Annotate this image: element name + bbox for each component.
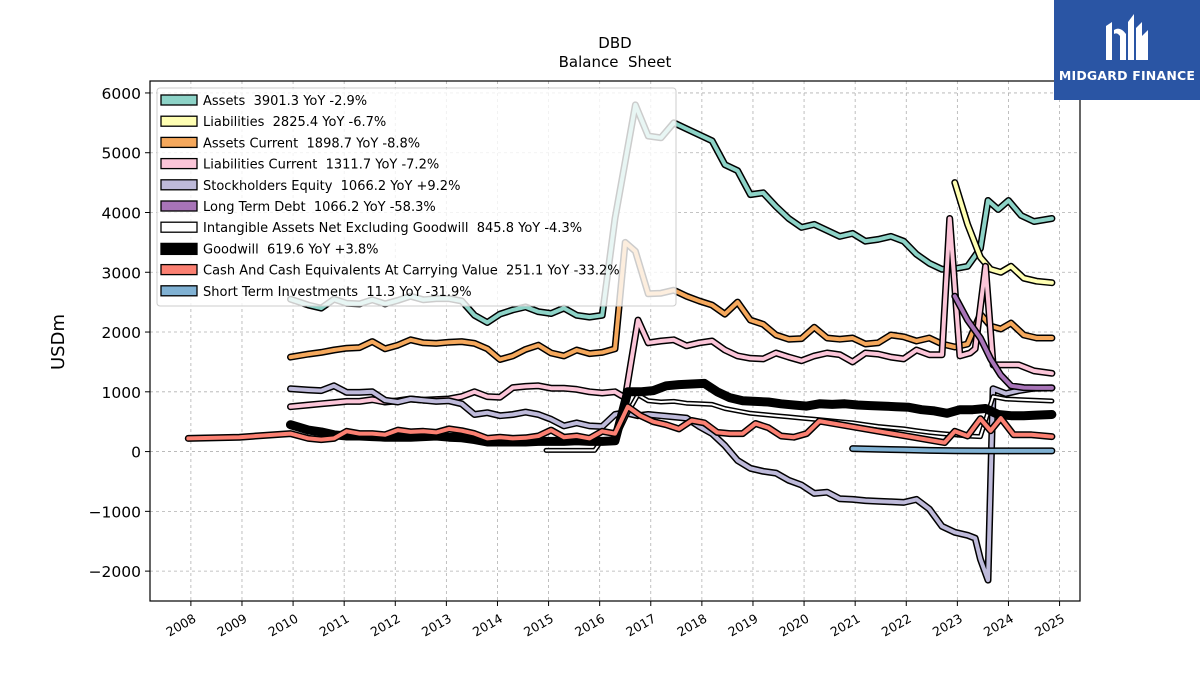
series-line xyxy=(186,404,1054,445)
x-tick-label: 2022 xyxy=(879,611,914,640)
legend-label: Short Term Investments 11.3 YoY -31.9% xyxy=(203,285,472,300)
legend-swatch xyxy=(160,179,198,191)
legend-swatch xyxy=(160,94,198,106)
legend-box xyxy=(156,87,677,307)
legend-label: Liabilities 2825.4 YoY -6.7% xyxy=(203,115,386,130)
legend-swatch xyxy=(160,221,198,233)
series-8 xyxy=(184,403,1056,447)
legend-label: Cash And Cash Equivalents At Carrying Va… xyxy=(203,264,620,279)
legend-label: Liabilities Current 1311.7 YoY -7.2% xyxy=(203,158,439,173)
y-tick-label: −2000 xyxy=(89,563,141,581)
x-tick-label: 2012 xyxy=(368,611,403,640)
x-tick-label: 2011 xyxy=(317,611,352,640)
y-tick-label: 1000 xyxy=(102,384,141,402)
x-tick-label: 2019 xyxy=(725,611,760,640)
series-5 xyxy=(951,292,1056,392)
chart-subtitle: Balance Sheet xyxy=(559,53,672,71)
y-tick-label: 3000 xyxy=(102,264,141,282)
x-tick-label: 2025 xyxy=(1032,611,1067,640)
legend-swatch xyxy=(160,136,198,149)
series-line xyxy=(952,294,1054,390)
x-tick-label: 2010 xyxy=(266,611,301,640)
x-tick-label: 2024 xyxy=(981,611,1016,640)
legend-swatch xyxy=(160,157,198,170)
x-tick-label: 2021 xyxy=(828,611,863,640)
series-layer xyxy=(184,101,1057,584)
x-tick-label: 2018 xyxy=(674,611,709,640)
y-tick-label: 5000 xyxy=(102,145,141,163)
x-tick-label: 2009 xyxy=(214,611,249,640)
x-tick-label: 2017 xyxy=(623,611,658,640)
axes: −2000 −1000 0 1000 2000 3000 4000 5000 6000 2008 2… xyxy=(89,85,1067,640)
series-9 xyxy=(849,445,1056,455)
legend-label: Long Term Debt 1066.2 YoY -58.3% xyxy=(203,200,436,215)
legend-swatch xyxy=(160,285,198,297)
y-tick-label: 6000 xyxy=(102,85,141,103)
series-line xyxy=(952,180,1054,285)
x-tick-label: 2008 xyxy=(163,611,198,640)
series-line xyxy=(288,383,1054,583)
series-1 xyxy=(951,179,1056,287)
legend-label: Stockholders Equity 1066.2 YoY +9.2% xyxy=(203,179,460,194)
series-4 xyxy=(287,382,1056,584)
series-7 xyxy=(286,378,1057,447)
legend-label: Goodwill 619.6 YoY +3.8% xyxy=(203,242,378,257)
x-tick-label: 2023 xyxy=(930,611,965,640)
x-tick-label: 2013 xyxy=(419,611,454,640)
y-tick-label: −1000 xyxy=(89,503,141,521)
legend-swatch xyxy=(160,263,198,276)
y-tick-label: 4000 xyxy=(102,204,141,222)
legend-label: Assets 3901.3 YoY -2.9% xyxy=(203,94,367,109)
x-tick-label: 2016 xyxy=(572,611,607,640)
series-line xyxy=(850,446,1054,453)
x-tick-label: 2015 xyxy=(521,611,556,640)
legend-swatch xyxy=(160,200,198,212)
y-axis-label: USDm xyxy=(48,314,69,370)
x-tick-label: 2014 xyxy=(470,611,505,640)
logo-mark-icon xyxy=(1106,14,1148,60)
plot-frame xyxy=(149,80,1081,602)
midgard-finance-logo: MIDGARD FINANCE xyxy=(1054,0,1200,100)
y-tick-label: 2000 xyxy=(102,324,141,342)
legend-swatch xyxy=(160,242,198,256)
legend: Assets 3901.3 YoY -2.9% Liabilities 2825.… xyxy=(156,87,677,307)
legend-label: Assets Current 1898.7 YoY -8.8% xyxy=(203,136,420,151)
legend-swatch xyxy=(160,115,198,127)
x-tick-label: 2020 xyxy=(777,611,812,640)
legend-label: Intangible Assets Net Excluding Goodwill… xyxy=(203,221,582,236)
logo-text: MIDGARD FINANCE xyxy=(1058,68,1196,83)
chart-title: DBD xyxy=(598,34,631,52)
y-tick-label: 0 xyxy=(131,444,141,462)
series-line xyxy=(287,380,1055,445)
